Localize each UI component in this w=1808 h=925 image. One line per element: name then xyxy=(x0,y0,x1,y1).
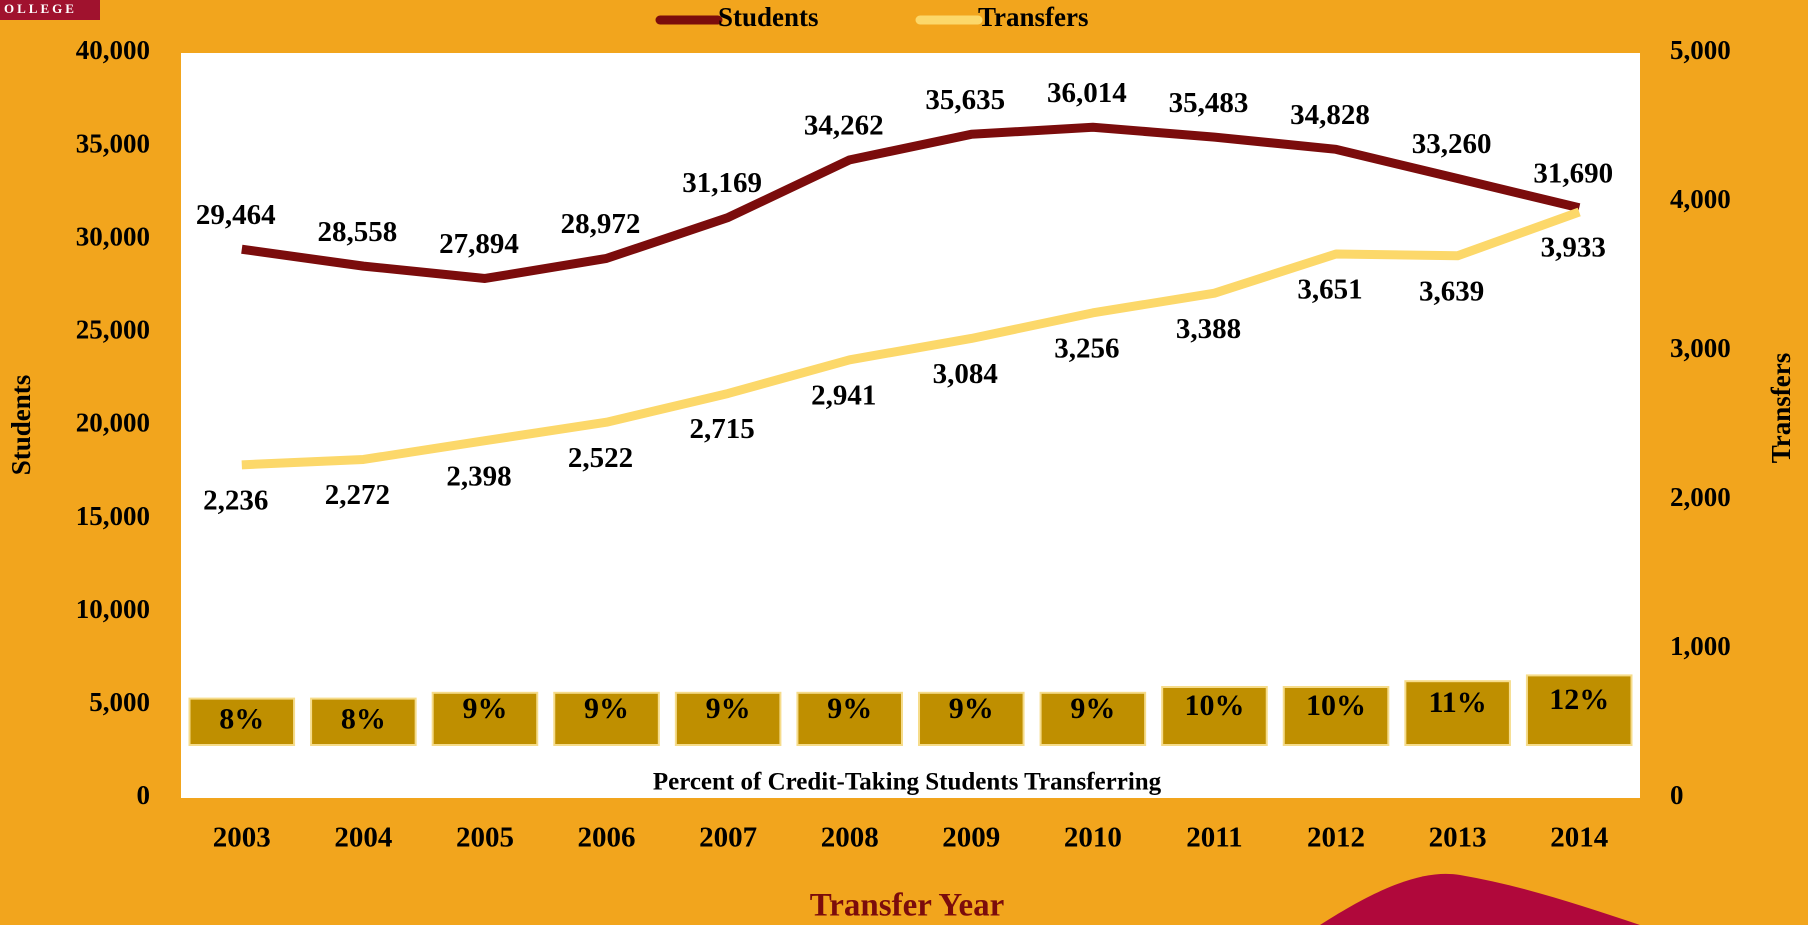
data-label: 3,256 xyxy=(1054,333,1119,365)
y2-axis-title: Transfers xyxy=(1766,353,1796,463)
y-tick-label: 25,000 xyxy=(76,315,150,345)
data-label: 3,933 xyxy=(1541,232,1606,264)
x-tick-label: 2007 xyxy=(699,822,757,854)
x-tick-label: 2014 xyxy=(1550,822,1608,854)
data-label: 34,262 xyxy=(804,110,884,142)
percent-label: 9% xyxy=(1070,692,1115,725)
data-label: 3,639 xyxy=(1419,275,1484,307)
data-label: 27,894 xyxy=(439,228,519,260)
data-label: 3,084 xyxy=(933,358,998,390)
chart: OLLEGE Transfer Year Students Transfers … xyxy=(0,0,1808,925)
data-label: 2,398 xyxy=(446,460,511,492)
x-tick-label: 2012 xyxy=(1307,822,1365,854)
data-label: 2,272 xyxy=(325,479,390,511)
y-tick-label: 0 xyxy=(137,780,151,810)
percent-label: 12% xyxy=(1549,683,1609,716)
percent-label: 9% xyxy=(462,692,507,725)
data-label: 31,169 xyxy=(682,167,762,199)
x-tick-label: 2008 xyxy=(821,822,879,854)
percent-label: 9% xyxy=(827,692,872,725)
data-label: 33,260 xyxy=(1412,128,1492,160)
x-axis-title: Transfer Year xyxy=(810,888,1005,924)
y-tick-label: 4,000 xyxy=(1670,184,1731,214)
x-tick-label: 2013 xyxy=(1429,822,1487,854)
y-tick-label: 15,000 xyxy=(76,501,150,531)
legend-label: Transfers xyxy=(978,2,1088,32)
percent-label: 11% xyxy=(1428,686,1486,719)
percent-label: 8% xyxy=(341,703,386,736)
percent-label: 10% xyxy=(1306,689,1366,722)
data-label: 2,715 xyxy=(690,413,755,445)
x-tick-label: 2004 xyxy=(334,822,392,854)
x-tick-label: 2011 xyxy=(1186,822,1242,854)
x-tick-label: 2003 xyxy=(213,822,271,854)
percent-label: 9% xyxy=(584,692,629,725)
data-label: 2,941 xyxy=(811,379,876,411)
percent-title: Percent of Credit-Taking Students Transf… xyxy=(653,769,1162,796)
y-tick-label: 3,000 xyxy=(1670,333,1731,363)
y-tick-label: 20,000 xyxy=(76,408,150,438)
y-tick-label: 10,000 xyxy=(76,594,150,624)
y-tick-label: 1,000 xyxy=(1670,631,1731,661)
x-tick-label: 2010 xyxy=(1064,822,1122,854)
data-label: 2,522 xyxy=(568,442,633,474)
y-tick-label: 0 xyxy=(1670,780,1684,810)
data-label: 28,972 xyxy=(561,208,641,240)
data-label: 2,236 xyxy=(203,484,268,516)
percent-label: 9% xyxy=(949,692,994,725)
page: OLLEGE Transfer Year Students Transfers … xyxy=(0,0,1808,925)
data-label: 35,635 xyxy=(925,84,1005,116)
x-tick-label: 2009 xyxy=(942,822,1000,854)
y-axis-title: Students xyxy=(6,375,36,476)
x-tick-label: 2005 xyxy=(456,822,514,854)
data-label: 36,014 xyxy=(1047,77,1127,109)
data-label: 29,464 xyxy=(196,199,276,231)
data-label: 35,483 xyxy=(1169,87,1249,119)
x-tick-label: 2006 xyxy=(578,822,636,854)
percent-label: 10% xyxy=(1184,689,1244,722)
y-tick-label: 35,000 xyxy=(76,128,150,158)
y-tick-label: 2,000 xyxy=(1670,482,1731,512)
percent-label: 8% xyxy=(219,703,264,736)
data-label: 34,828 xyxy=(1290,99,1370,131)
data-label: 3,651 xyxy=(1297,274,1362,306)
logo-text: OLLEGE xyxy=(4,1,77,16)
data-label: 3,388 xyxy=(1176,313,1241,345)
y-tick-label: 30,000 xyxy=(76,221,150,251)
data-label: 31,690 xyxy=(1533,157,1613,189)
y-tick-label: 5,000 xyxy=(89,687,150,717)
percent-label: 9% xyxy=(706,692,751,725)
y-tick-label: 5,000 xyxy=(1670,35,1731,65)
data-label: 28,558 xyxy=(318,216,398,248)
y-tick-label: 40,000 xyxy=(76,35,150,65)
legend-label: Students xyxy=(718,2,819,32)
